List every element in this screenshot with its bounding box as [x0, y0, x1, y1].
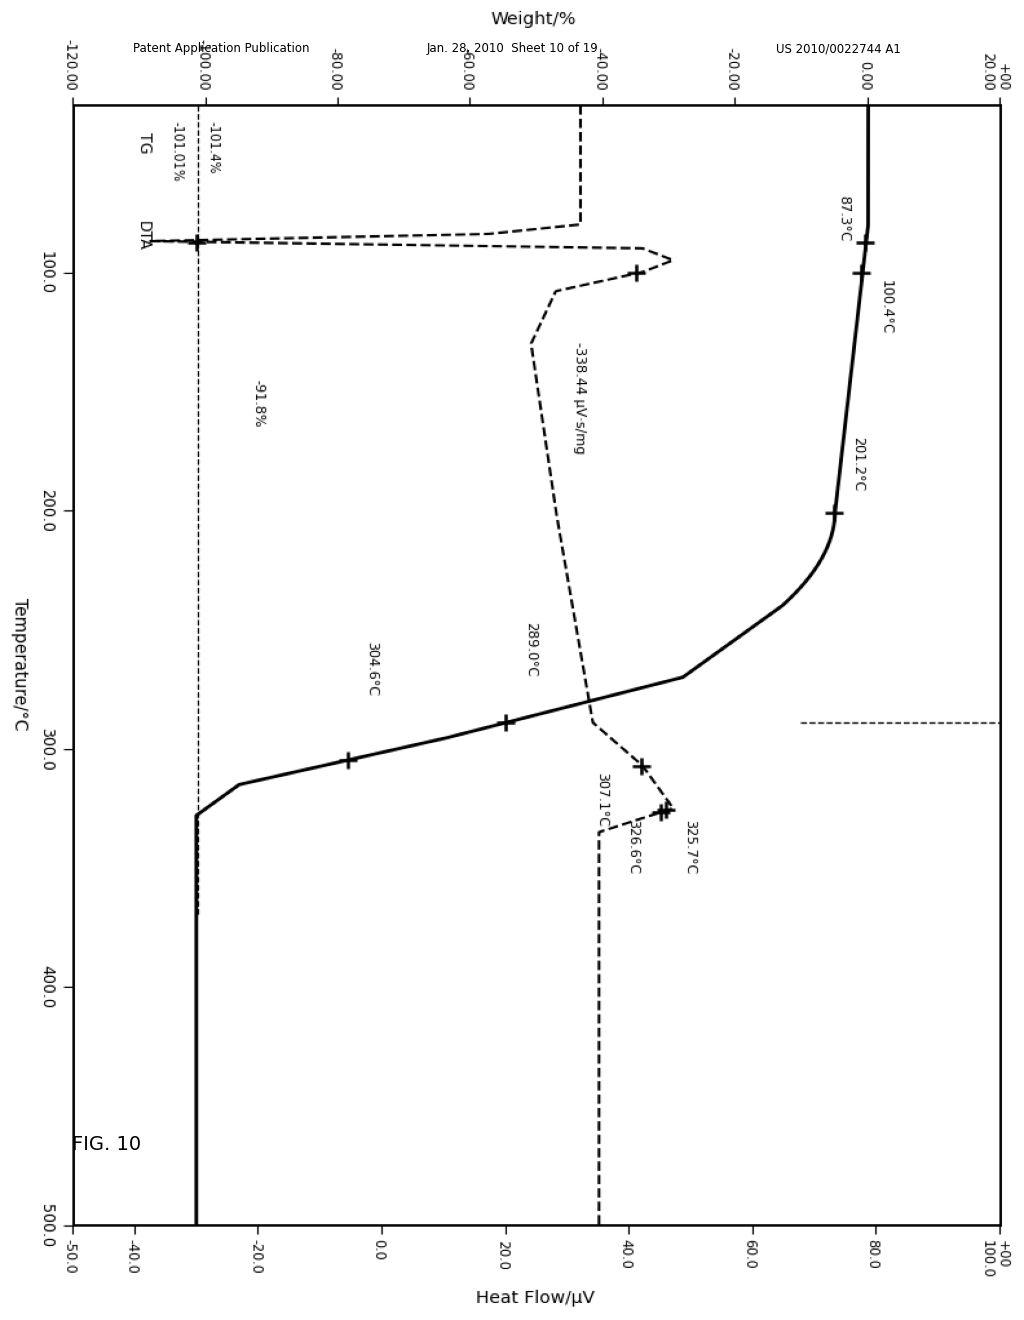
Text: Patent Application Publication: Patent Application Publication — [133, 42, 309, 55]
Text: FIG. 10: FIG. 10 — [72, 1135, 141, 1154]
Text: US 2010/0022744 A1: US 2010/0022744 A1 — [776, 42, 901, 55]
Text: Jan. 28, 2010  Sheet 10 of 19: Jan. 28, 2010 Sheet 10 of 19 — [426, 42, 598, 55]
